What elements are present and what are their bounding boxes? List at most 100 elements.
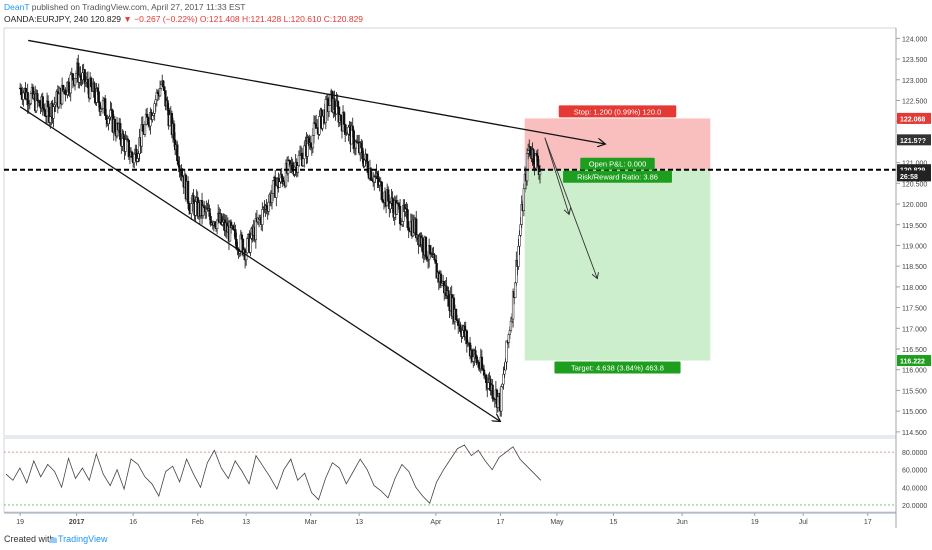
candle-body xyxy=(472,356,475,362)
candle-body xyxy=(49,116,52,123)
price-tick-label: 122.500 xyxy=(902,98,927,105)
candle-body xyxy=(221,221,224,225)
price-tick-label: 118.000 xyxy=(902,285,927,292)
candle-body xyxy=(475,355,478,363)
candle-body xyxy=(302,158,305,166)
candle-body xyxy=(69,74,72,94)
candle-body xyxy=(86,79,90,88)
candle-body xyxy=(376,172,379,180)
candle-body xyxy=(208,208,211,217)
candle-body xyxy=(280,173,283,179)
candle-body xyxy=(153,103,156,114)
target-label: Target: 4.638 (3.84%) 463.8 xyxy=(571,364,664,373)
price-tick-label: 115.000 xyxy=(902,409,927,416)
candle-body xyxy=(406,209,409,228)
candle-body xyxy=(71,73,75,81)
rsi-pane[interactable] xyxy=(3,437,897,513)
time-tick-label: Jun xyxy=(676,519,687,526)
candle-body xyxy=(311,135,315,149)
candle-body xyxy=(93,82,96,98)
candle-body xyxy=(440,283,444,286)
stop-label: Stop: 1.200 (0.99%) 120.0 xyxy=(574,107,662,116)
time-tick-label: 2017 xyxy=(69,519,85,526)
candle-body xyxy=(407,227,410,231)
risk-reward-label: Risk/Reward Ratio: 3.86 xyxy=(577,173,658,182)
candle-body xyxy=(525,153,529,182)
candle-body xyxy=(137,153,140,159)
candle-body xyxy=(538,171,542,175)
price-tick-label: 114.500 xyxy=(902,430,927,437)
time-tick-label: 17 xyxy=(864,519,872,526)
close-value: C:120.829 xyxy=(323,14,364,24)
candle-body xyxy=(324,99,327,123)
candle-body xyxy=(527,150,530,154)
candle-body xyxy=(333,98,336,111)
candle-body xyxy=(509,320,513,331)
candle-body xyxy=(477,361,480,368)
candle-body xyxy=(297,154,301,166)
candle-body xyxy=(474,350,477,356)
candle-body xyxy=(234,229,237,240)
projection-arrow[interactable] xyxy=(544,137,597,279)
candle-body xyxy=(141,124,144,132)
candle-body xyxy=(502,373,505,385)
candle-body xyxy=(459,324,462,332)
rsi-tick-label: 60.0000 xyxy=(902,468,927,475)
rsi-tick-label: 80.0000 xyxy=(902,450,927,457)
candle-body xyxy=(429,245,432,255)
candle-body xyxy=(133,153,136,164)
footer: Created with TradingView xyxy=(0,530,932,550)
rsi-series-line xyxy=(5,444,542,504)
candle-body xyxy=(130,151,134,158)
price-tick-label: 117.500 xyxy=(902,306,927,313)
tradingview-brand[interactable]: TradingView xyxy=(58,534,108,544)
time-tick-label: 19 xyxy=(751,519,759,526)
candle-body xyxy=(190,203,193,214)
candle-body xyxy=(505,340,508,363)
candle-body xyxy=(397,203,401,207)
price-badge: 116.222 xyxy=(900,359,925,366)
candle-body xyxy=(158,88,162,97)
price-tick-label: 115.500 xyxy=(902,388,927,395)
candle-body xyxy=(136,158,139,162)
candle-body xyxy=(194,201,197,216)
candle-body xyxy=(519,224,522,236)
price-pane[interactable] xyxy=(3,27,897,437)
open-value: O:121.408 xyxy=(199,14,240,24)
candle-body xyxy=(328,93,332,106)
candle-body xyxy=(152,113,155,116)
candle-body xyxy=(38,100,41,107)
time-tick-label: 17 xyxy=(497,519,505,526)
candle-body xyxy=(41,96,44,109)
candle-body xyxy=(342,112,346,125)
candle-body xyxy=(271,180,275,194)
candle-body xyxy=(275,185,278,198)
candle-body xyxy=(321,115,324,129)
published-text: published on TradingView.com, April 27, … xyxy=(31,2,246,12)
created-with-text: Created with xyxy=(4,534,55,544)
time-tick-label: Feb xyxy=(192,519,204,526)
price-tick-label: 119.000 xyxy=(902,243,927,250)
candle-body xyxy=(156,91,160,95)
candle-body xyxy=(163,86,166,91)
candle-body xyxy=(36,93,39,102)
candle-body xyxy=(265,205,268,210)
lower-trendline[interactable] xyxy=(19,106,500,422)
candle-body xyxy=(159,84,163,89)
candle-body xyxy=(154,99,157,104)
candle-body xyxy=(54,102,57,106)
candle-body xyxy=(504,361,507,371)
candle-body xyxy=(57,93,61,108)
author-link[interactable]: DeanT xyxy=(4,2,30,12)
candle-body xyxy=(532,149,535,164)
price-tick-label: 119.500 xyxy=(902,223,927,230)
projection-arrow[interactable] xyxy=(544,137,569,215)
take-profit-zone[interactable] xyxy=(524,169,711,361)
publish-line: DeanT published on TradingView.com, Apri… xyxy=(4,2,245,12)
candle-body xyxy=(501,383,504,387)
upper-trendline[interactable] xyxy=(28,39,605,144)
candle-body xyxy=(119,123,122,140)
candle-body xyxy=(83,69,86,84)
candle-body xyxy=(186,180,190,204)
